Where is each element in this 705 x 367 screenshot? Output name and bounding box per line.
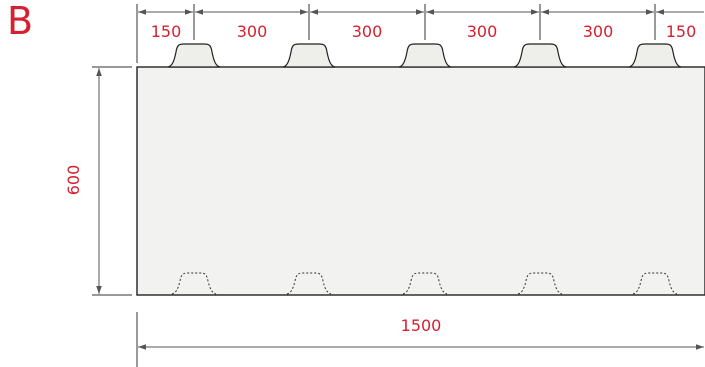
dimension-label-top-3: 300 bbox=[352, 22, 383, 41]
dimension-label-height: 600 bbox=[64, 165, 83, 196]
rib-3 bbox=[398, 43, 452, 68]
rib-4 bbox=[513, 43, 567, 68]
dimension-label-top-1: 150 bbox=[151, 22, 182, 41]
dimension-label-top-6: 150 bbox=[666, 22, 697, 41]
rib-5 bbox=[628, 43, 682, 68]
panel-body bbox=[136, 66, 705, 296]
dimension-label-width: 1500 bbox=[401, 316, 442, 335]
dimension-label-top-4: 300 bbox=[467, 22, 498, 41]
figure-label: B bbox=[7, 0, 34, 43]
dimension-label-top-2: 300 bbox=[237, 22, 268, 41]
rib-2 bbox=[282, 43, 336, 68]
rib-1 bbox=[167, 43, 221, 68]
dimension-label-top-5: 300 bbox=[583, 22, 614, 41]
